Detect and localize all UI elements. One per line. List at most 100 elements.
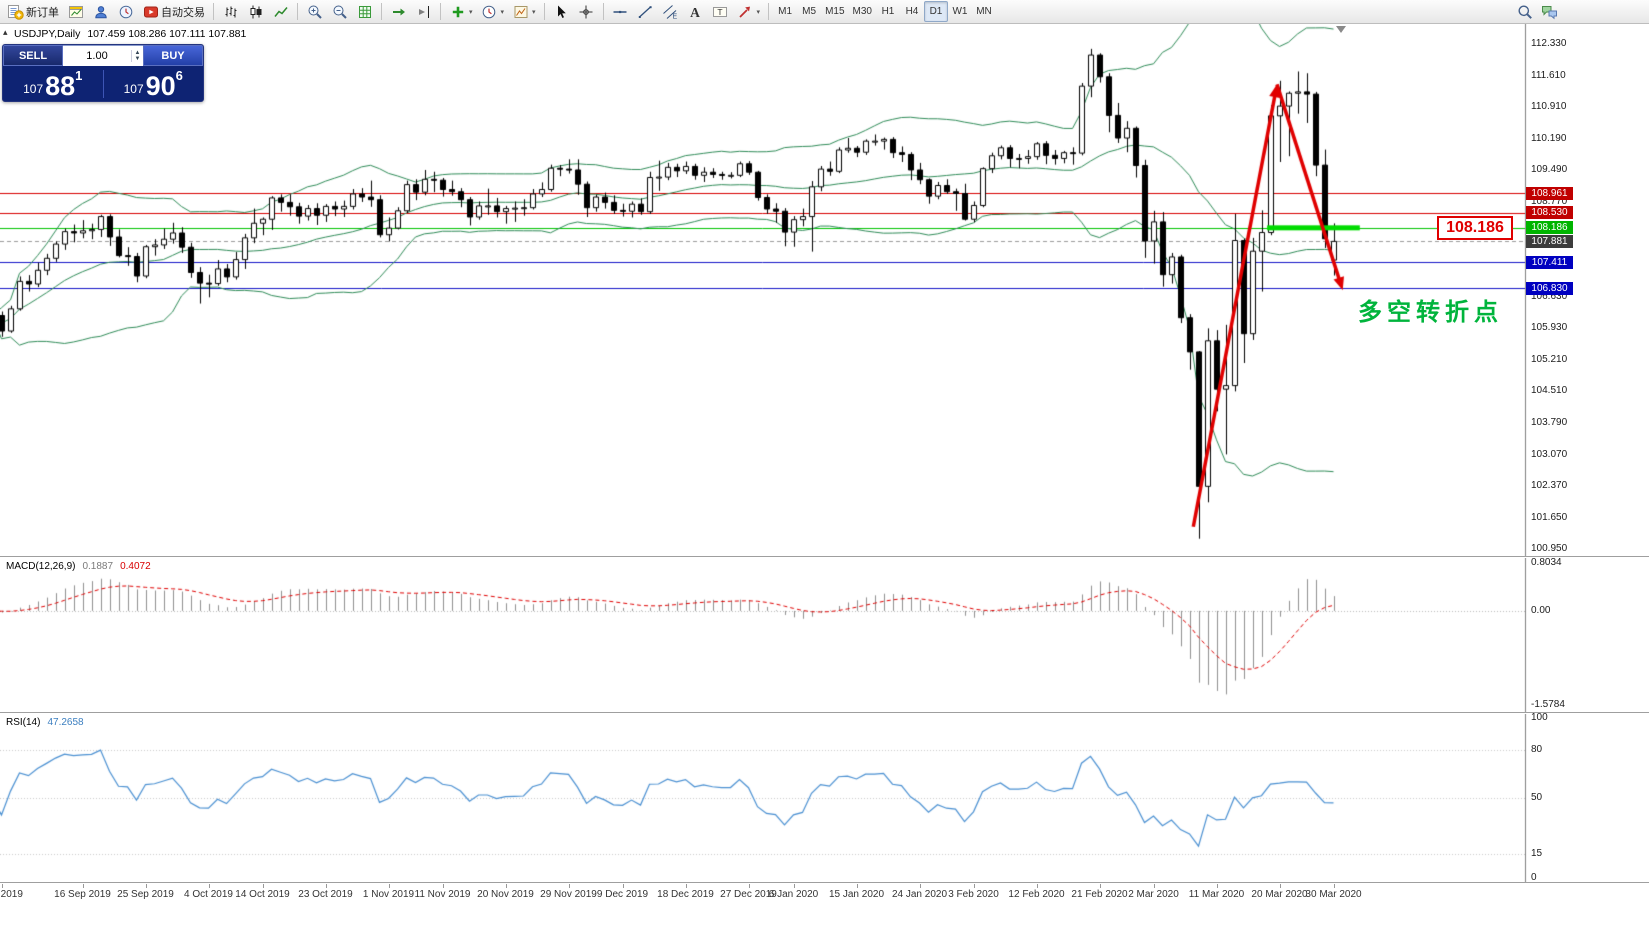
time-axis-tick <box>325 884 327 888</box>
time-axis-label: 12 Feb 2020 <box>1008 889 1065 900</box>
one-click-panel-toggle[interactable]: ▴ <box>3 27 8 37</box>
periods-button[interactable]: ▾ <box>477 1 509 22</box>
templates-icon <box>512 4 529 20</box>
macd-axis-label: 0.00 <box>1531 604 1551 616</box>
panel-separator[interactable] <box>0 712 1649 714</box>
time-axis-label: 11 Nov 2019 <box>414 889 471 900</box>
time-axis-tick <box>1153 884 1155 888</box>
text-tool-button[interactable]: A <box>683 1 708 22</box>
price-axis-label: 105.930 <box>1531 321 1568 333</box>
chart-bars-button[interactable] <box>218 1 243 22</box>
grid-button[interactable] <box>352 1 377 22</box>
time-axis-tick <box>388 884 390 888</box>
auto-scroll-button[interactable] <box>386 1 411 22</box>
zoom-out-button[interactable] <box>327 1 352 22</box>
time-axis-tick <box>1279 884 1281 888</box>
symbol-search-button[interactable] <box>1512 1 1537 22</box>
price-axis-label: 102.370 <box>1531 479 1568 491</box>
time-axis-label: 9 Dec 2019 <box>596 889 649 900</box>
timeframe-m5-button[interactable]: M5 <box>797 1 821 22</box>
timeframe-h1-button[interactable]: H1 <box>876 1 900 22</box>
time-axis-tick <box>262 884 264 888</box>
rsi-axis-label: 80 <box>1531 744 1543 755</box>
macd-name: MACD(12,26,9) <box>6 561 76 572</box>
indicators-button[interactable]: ▾ <box>445 1 477 22</box>
time-axis-label: 20 Nov 2019 <box>477 889 534 900</box>
volume-down-button[interactable]: ▼ <box>134 56 141 62</box>
chart-candles-button[interactable] <box>243 1 268 22</box>
cursor-button[interactable] <box>549 1 574 22</box>
time-axis-label: 1 Nov 2019 <box>362 889 415 900</box>
time-axis-tick <box>1216 884 1218 888</box>
ohlc-values: 107.459 108.286 107.111 107.881 <box>87 28 247 40</box>
timeframe-m1-button[interactable]: M1 <box>773 1 797 22</box>
zoom-in-button[interactable] <box>302 1 327 22</box>
chart-line-button[interactable] <box>268 1 293 22</box>
timeframe-m15-button[interactable]: M15 <box>821 1 848 22</box>
svg-text:E: E <box>673 13 678 20</box>
time-axis-label: 25 Sep 2019 <box>117 889 174 900</box>
chart-shift-button[interactable] <box>411 1 436 22</box>
equidistant-channel-button[interactable]: E <box>658 1 683 22</box>
toolbar-separator <box>543 3 545 20</box>
rsi-panel-canvas[interactable] <box>0 714 1649 882</box>
panel-separator[interactable] <box>0 882 1649 884</box>
chart-shift-marker[interactable] <box>1336 26 1346 33</box>
turning-point-annotation[interactable]: 多空转折点 <box>1358 299 1503 326</box>
price-axis-label: 112.330 <box>1531 37 1567 49</box>
new-order-label: 新订单 <box>26 6 59 19</box>
time-axis-label: 23 Oct 2019 <box>298 889 353 900</box>
label-tool-button[interactable]: T <box>708 1 733 22</box>
timeframe-m30-button[interactable]: M30 <box>849 1 876 22</box>
cursor-icon <box>553 4 570 20</box>
price-axis-label: 105.210 <box>1531 353 1568 365</box>
buy-price-main: 90 <box>145 71 176 101</box>
horizontal-line-button[interactable] <box>608 1 633 22</box>
timeframe-h4-button[interactable]: H4 <box>900 1 924 22</box>
time-axis-label: 3 Feb 2020 <box>948 889 999 900</box>
trendline-button[interactable] <box>633 1 658 22</box>
chevron-down-icon: ▾ <box>500 8 505 16</box>
price-axis-label: 108.770 <box>1531 195 1568 207</box>
time-axis[interactable] <box>0 884 1649 910</box>
buy-price-display[interactable]: 107 90 6 <box>104 66 204 101</box>
arrows-tool-button[interactable]: ▾ <box>733 1 765 22</box>
time-axis-label: 11 Mar 2020 <box>1188 889 1245 900</box>
new-order-button[interactable]: 新订单 <box>3 1 63 22</box>
new-chart-button[interactable] <box>63 1 88 22</box>
panel-separator[interactable] <box>0 556 1649 558</box>
macd-panel-canvas[interactable] <box>0 558 1649 712</box>
timeframe-d1-button[interactable]: D1 <box>923 1 948 22</box>
timeframe-mn-button[interactable]: MN <box>972 1 996 22</box>
crosshair-button[interactable] <box>574 1 599 22</box>
profiles-button[interactable] <box>88 1 113 22</box>
timeframe-w1-button[interactable]: W1 <box>948 1 972 22</box>
time-axis-tick <box>856 884 858 888</box>
templates-button[interactable]: ▾ <box>508 1 540 22</box>
buy-button[interactable]: BUY <box>143 45 203 66</box>
sell-price-pip: 1 <box>75 68 83 83</box>
volume-field[interactable]: 1.00 ▲ ▼ <box>63 45 143 66</box>
channel-icon: E <box>662 4 679 20</box>
volume-up-button[interactable]: ▲ <box>134 50 141 56</box>
price-chart-canvas[interactable] <box>0 24 1649 556</box>
volume-value: 1.00 <box>86 50 108 62</box>
macd-signal-value: 0.4072 <box>120 561 151 572</box>
price-axis-label: 110.190 <box>1531 132 1567 144</box>
price-axis-label: 104.510 <box>1531 384 1568 396</box>
price-tag-108.961: 108.961 <box>1526 186 1573 200</box>
community-chat-button[interactable] <box>1537 1 1562 22</box>
rsi-label: RSI(14) 47.2658 <box>6 717 84 728</box>
sell-button[interactable]: SELL <box>3 45 63 66</box>
time-axis-tick <box>145 884 147 888</box>
price-annotation-box[interactable]: 108.186 <box>1437 215 1513 240</box>
price-axis-label: 110.910 <box>1531 100 1567 112</box>
sell-price-display[interactable]: 107 88 1 <box>3 66 103 101</box>
autotrading-button[interactable]: 自动交易 <box>138 1 209 22</box>
svg-text:A: A <box>690 4 700 19</box>
market-watch-button[interactable] <box>113 1 138 22</box>
svg-text:T: T <box>717 6 722 16</box>
profiles-icon <box>92 4 109 20</box>
label-tool-icon: T <box>712 4 729 20</box>
